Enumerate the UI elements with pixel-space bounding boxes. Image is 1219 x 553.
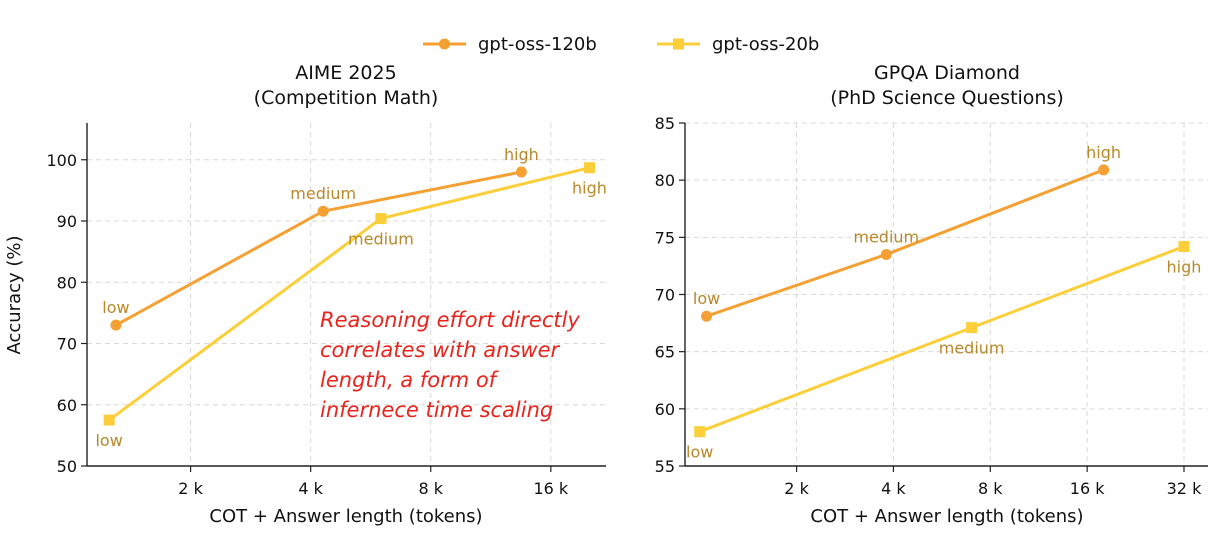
chart-title: AIME 2025 [295,62,396,84]
series-layer: low medium high low medium high [686,143,1201,462]
chart-title: GPQA Diamond [874,62,1020,84]
annotation-line: Reasoning effort directly [320,308,580,332]
legend: gpt-oss-120b gpt-oss-20b [423,34,819,55]
chart-subtitle: (Competition Math) [254,87,439,109]
y-tick-label: 80 [57,273,77,292]
data-label: low [102,298,129,317]
x-tick-label: 8 k [978,479,1003,498]
data-label: high [1167,257,1202,276]
data-label: low [95,431,122,450]
data-label: low [686,443,713,462]
data-label: low [693,289,720,308]
data-label: medium [853,227,919,246]
x-tick-label: 2 k [178,479,203,498]
legend-entry-120b: gpt-oss-120b [423,34,597,55]
data-point [103,414,115,426]
y-tick-label: 70 [57,335,77,354]
data-point [583,162,595,174]
x-tick-label: 16 k [1070,479,1105,498]
x-tick-label: 8 k [418,479,443,498]
data-label: medium [348,230,414,249]
y-tick-label: 60 [655,400,675,419]
legend-marker-20b [673,38,684,50]
x-tick-label: 32 k [1167,479,1202,498]
x-tick-label: 2 k [784,479,809,498]
y-tick-label: 85 [655,114,675,133]
y-tick-label: 75 [655,228,675,247]
data-label: high [504,145,539,164]
data-point [701,310,713,322]
ticks: 50 60 70 80 90 100 2 k 4 k 8 k 16 k [46,151,568,498]
chart-gpqa: GPQA Diamond (PhD Science Questions) low… [655,62,1208,527]
chart-subtitle: (PhD Science Questions) [830,87,1064,109]
x-tick-label: 16 k [533,479,568,498]
x-tick-label: 4 k [881,479,906,498]
y-tick-label: 90 [57,212,77,231]
data-point [1098,164,1110,176]
annotation-line: infernece time scaling [320,398,553,422]
data-point [966,322,978,334]
data-label: high [1086,143,1121,162]
data-label: high [572,179,607,198]
data-point [694,426,706,438]
annotation-line: correlates with answer [320,338,560,362]
legend-marker-120b [439,38,450,50]
legend-label-120b: gpt-oss-120b [478,34,597,55]
y-tick-label: 65 [655,343,675,362]
x-axis-label: COT + Answer length (tokens) [810,506,1083,527]
y-tick-label: 60 [57,396,77,415]
data-point [515,166,527,178]
x-tick-label: 4 k [298,479,323,498]
y-tick-label: 80 [655,171,675,190]
data-point [880,248,892,260]
data-label: medium [939,339,1005,358]
annotation-line: length, a form of [320,368,500,392]
x-axis-label: COT + Answer length (tokens) [209,506,482,527]
y-tick-label: 50 [57,457,77,476]
y-tick-label: 70 [655,286,675,305]
data-label: medium [290,184,356,203]
data-point [1178,240,1190,252]
y-tick-label: 55 [655,457,675,476]
y-axis-label: Accuracy (%) [4,235,25,354]
data-point [110,319,122,331]
data-point [317,205,329,217]
ticks: 55 60 65 70 75 80 85 2 k 4 k 8 k 16 k 32 k [655,114,1202,498]
legend-entry-20b: gpt-oss-20b [657,34,819,55]
legend-label-20b: gpt-oss-20b [712,34,819,55]
grid [685,122,1208,467]
chart-aime: AIME 2025 (Competition Math) low medium hi… [4,62,607,527]
data-point [375,213,387,225]
y-tick-label: 100 [46,151,77,170]
series-layer: low medium high low medium high [95,145,606,450]
annotation: Reasoning effort directly correlates wit… [320,308,580,422]
